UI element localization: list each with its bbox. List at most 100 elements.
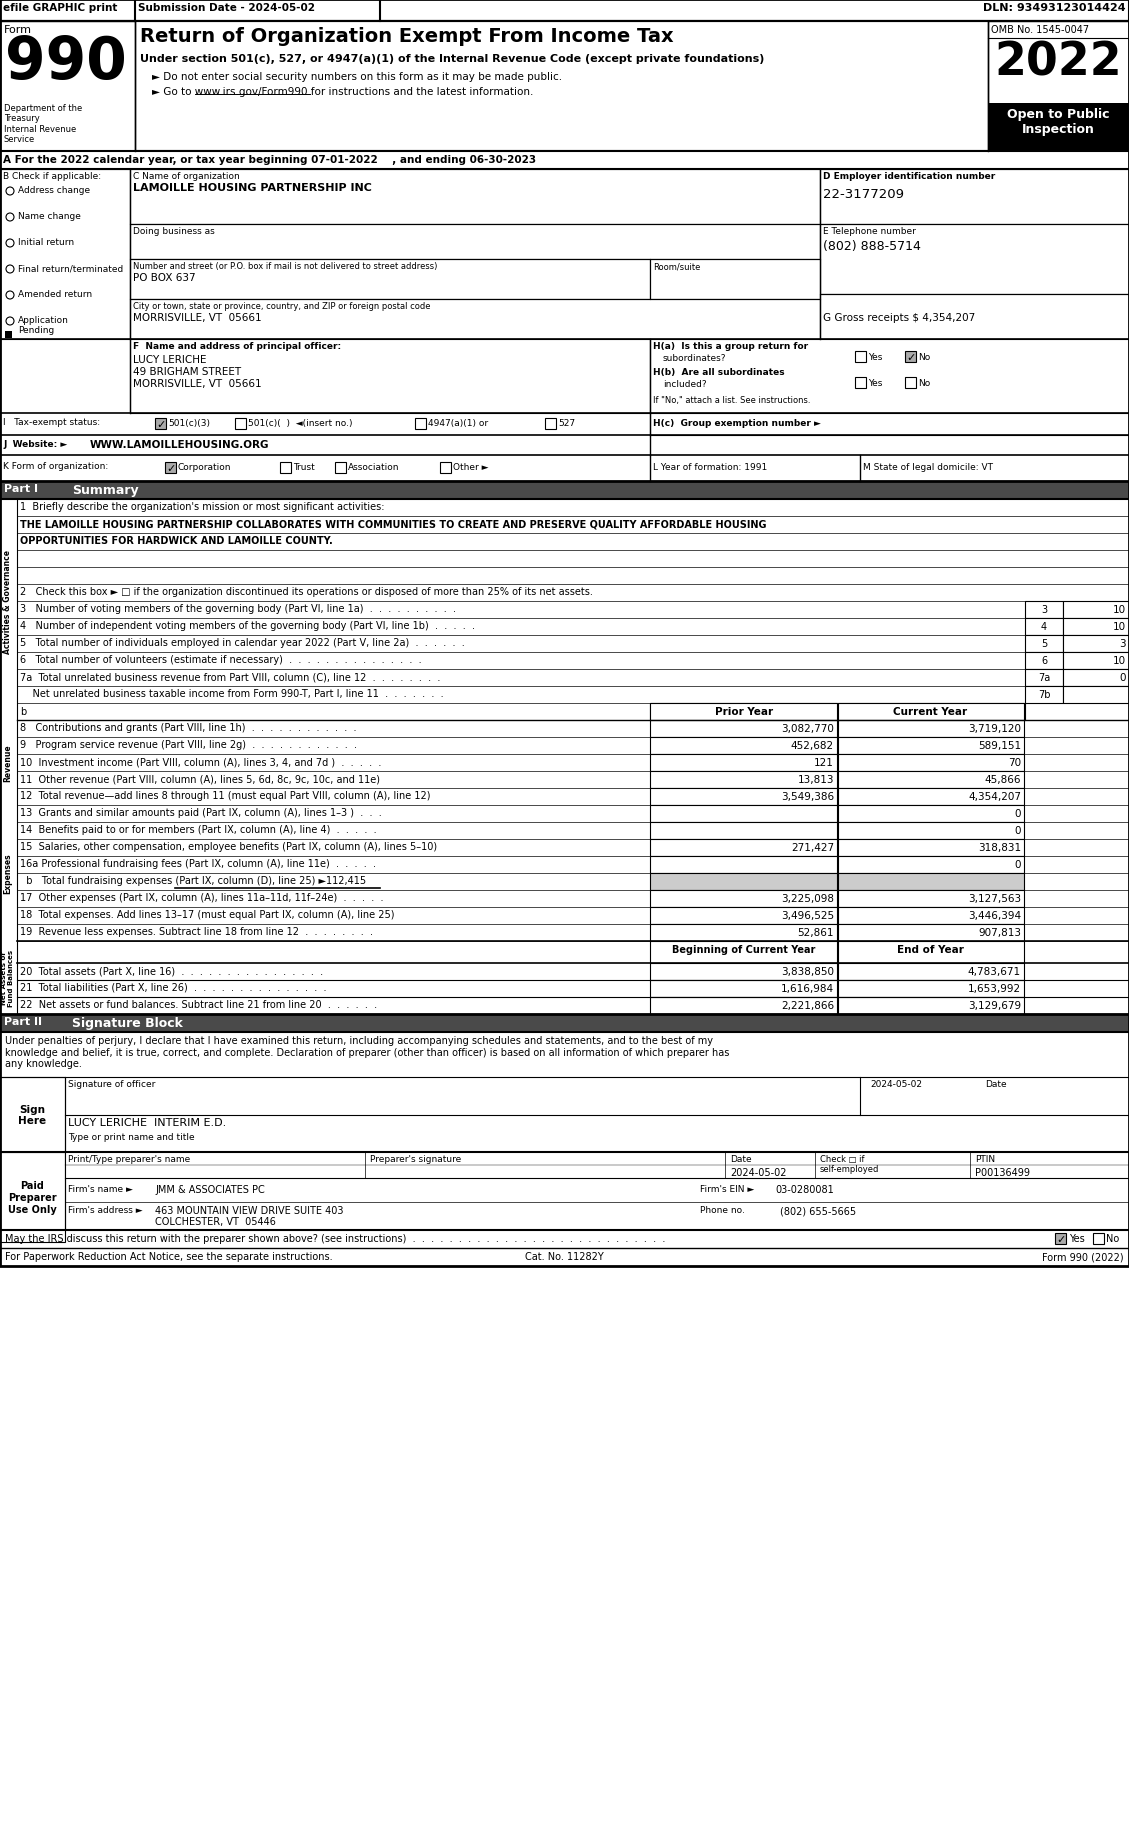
Text: 13,813: 13,813: [797, 774, 834, 785]
Text: 11  Other revenue (Part VIII, column (A), lines 5, 6d, 8c, 9c, 10c, and 11e): 11 Other revenue (Part VIII, column (A),…: [20, 774, 380, 783]
Bar: [905, 377, 916, 388]
Text: DLN: 93493123014424: DLN: 93493123014424: [983, 4, 1126, 13]
Bar: [165, 463, 176, 474]
Text: 463 MOUNTAIN VIEW DRIVE SUITE 403: 463 MOUNTAIN VIEW DRIVE SUITE 403: [155, 1206, 343, 1215]
Bar: [650, 703, 1025, 721]
Text: included?: included?: [663, 381, 707, 388]
Text: PTIN: PTIN: [975, 1155, 995, 1164]
Text: Room/suite: Room/suite: [653, 262, 700, 271]
Text: 12  Total revenue—add lines 8 through 11 (must equal Part VIII, column (A), line: 12 Total revenue—add lines 8 through 11 …: [20, 791, 430, 800]
Bar: [838, 737, 1024, 754]
Bar: [855, 377, 866, 388]
Text: Beginning of Current Year: Beginning of Current Year: [672, 944, 815, 955]
Bar: [0, 0, 1129, 1266]
Text: 7a  Total unrelated business revenue from Part VIII, column (C), line 12  .  .  : 7a Total unrelated business revenue from…: [20, 672, 440, 681]
Text: Date: Date: [984, 1080, 1007, 1089]
Text: Sign
Here: Sign Here: [18, 1103, 46, 1125]
Bar: [0, 22, 1129, 152]
Bar: [650, 856, 837, 873]
Bar: [1064, 602, 1129, 619]
Bar: [0, 1248, 1129, 1266]
Text: Amended return: Amended return: [18, 289, 93, 298]
Bar: [650, 822, 837, 840]
Text: OMB No. 1545-0047: OMB No. 1545-0047: [991, 26, 1089, 35]
Text: 9   Program service revenue (Part VIII, line 2g)  .  .  .  .  .  .  .  .  .  .  : 9 Program service revenue (Part VIII, li…: [20, 739, 357, 750]
Text: No: No: [918, 353, 930, 362]
Bar: [838, 856, 1024, 873]
Text: (802) 888-5714: (802) 888-5714: [823, 240, 921, 253]
Text: Yes: Yes: [1069, 1233, 1085, 1243]
Text: 3,549,386: 3,549,386: [781, 792, 834, 802]
Text: 18  Total expenses. Add lines 13–17 (must equal Part IX, column (A), line 25): 18 Total expenses. Add lines 13–17 (must…: [20, 910, 394, 919]
Bar: [820, 295, 1129, 340]
Text: ✓: ✓: [1056, 1233, 1066, 1244]
Text: 45,866: 45,866: [984, 774, 1021, 785]
Bar: [1025, 602, 1064, 619]
Bar: [280, 463, 291, 474]
Bar: [650, 840, 837, 856]
Text: I   Tax-exempt status:: I Tax-exempt status:: [3, 417, 100, 426]
Bar: [650, 891, 837, 908]
Text: PO BOX 637: PO BOX 637: [133, 273, 195, 284]
Bar: [650, 981, 837, 997]
Bar: [0, 0, 1129, 22]
Text: Firm's name ►: Firm's name ►: [68, 1184, 133, 1193]
Text: Number and street (or P.O. box if mail is not delivered to street address): Number and street (or P.O. box if mail i…: [133, 262, 437, 271]
Text: 271,427: 271,427: [791, 842, 834, 853]
Text: 70: 70: [1008, 758, 1021, 767]
Bar: [0, 481, 1129, 500]
Text: 4,783,671: 4,783,671: [968, 966, 1021, 977]
Text: Summary: Summary: [72, 483, 139, 496]
Bar: [1064, 619, 1129, 635]
Text: H(a)  Is this a group return for: H(a) Is this a group return for: [653, 342, 808, 351]
Text: ► Go to www.irs.gov/Form990 for instructions and the latest information.: ► Go to www.irs.gov/Form990 for instruct…: [152, 88, 533, 97]
Bar: [0, 170, 130, 340]
Bar: [650, 908, 837, 924]
Text: Initial return: Initial return: [18, 238, 75, 247]
Bar: [335, 463, 345, 474]
Text: Association: Association: [348, 463, 400, 472]
Bar: [838, 997, 1024, 1014]
Text: Date: Date: [730, 1155, 752, 1164]
Text: Firm's EIN ►: Firm's EIN ►: [700, 1184, 754, 1193]
Bar: [838, 981, 1024, 997]
Bar: [1064, 686, 1129, 703]
Text: Prior Year: Prior Year: [715, 706, 773, 717]
Text: Preparer's signature: Preparer's signature: [370, 1155, 462, 1164]
Bar: [650, 703, 837, 721]
Text: subordinates?: subordinates?: [663, 353, 726, 362]
Text: G Gross receipts $ 4,354,207: G Gross receipts $ 4,354,207: [823, 313, 975, 322]
Text: Part I: Part I: [5, 483, 38, 494]
Bar: [0, 1014, 1129, 1032]
Text: b   Total fundraising expenses (Part IX, column (D), line 25) ►112,415: b Total fundraising expenses (Part IX, c…: [20, 875, 366, 886]
Bar: [1054, 1233, 1066, 1244]
Bar: [1064, 670, 1129, 686]
Bar: [415, 419, 426, 430]
Text: 4947(a)(1) or: 4947(a)(1) or: [428, 419, 488, 428]
Text: 501(c)(3): 501(c)(3): [168, 419, 210, 428]
Text: 4: 4: [1041, 622, 1047, 631]
Text: H(b)  Are all subordinates: H(b) Are all subordinates: [653, 368, 785, 377]
Text: 527: 527: [558, 419, 575, 428]
Bar: [5, 331, 12, 339]
Text: Type or print name and title: Type or print name and title: [68, 1133, 194, 1142]
Text: B Check if applicable:: B Check if applicable:: [3, 172, 102, 181]
Bar: [440, 463, 450, 474]
Text: 10: 10: [1113, 622, 1126, 631]
Text: LUCY LERICHE: LUCY LERICHE: [133, 355, 207, 364]
Bar: [0, 152, 1129, 170]
Text: 589,151: 589,151: [978, 741, 1021, 750]
Text: Address change: Address change: [18, 187, 90, 194]
Bar: [838, 772, 1024, 789]
Bar: [838, 703, 1024, 721]
Text: 3   Number of voting members of the governing body (Part VI, line 1a)  .  .  .  : 3 Number of voting members of the govern…: [20, 604, 456, 613]
Text: 3: 3: [1119, 639, 1126, 648]
Bar: [1064, 653, 1129, 670]
Text: Paid
Preparer
Use Only: Paid Preparer Use Only: [8, 1180, 56, 1213]
Text: Application
Pending: Application Pending: [18, 317, 69, 335]
Text: M State of legal domicile: VT: M State of legal domicile: VT: [863, 463, 994, 472]
Text: LAMOILLE HOUSING PARTNERSHIP INC: LAMOILLE HOUSING PARTNERSHIP INC: [133, 183, 371, 192]
Text: efile GRAPHIC print: efile GRAPHIC print: [3, 4, 117, 13]
Text: Corporation: Corporation: [178, 463, 231, 472]
Text: Revenue: Revenue: [3, 745, 12, 781]
